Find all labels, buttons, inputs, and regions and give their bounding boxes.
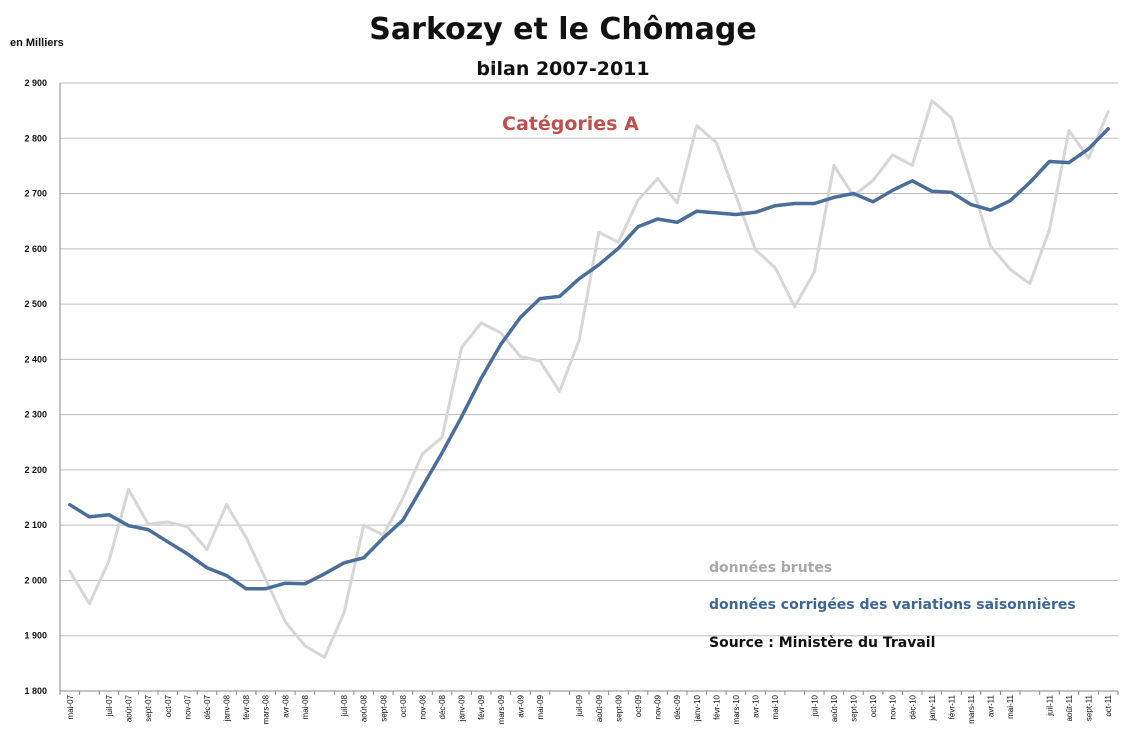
- x-tick-label: août-08: [360, 694, 369, 722]
- x-tick-label: août-10: [830, 694, 839, 722]
- x-tick-label: mars-09: [497, 694, 506, 724]
- x-tick-label: mars-08: [262, 694, 271, 724]
- y-tick-label: 2 700: [24, 189, 47, 199]
- x-tick-label: août-11: [1065, 694, 1074, 721]
- x-tick-label: mai-09: [536, 694, 545, 719]
- x-tick-label: déc-08: [438, 694, 447, 719]
- y-tick-label: 2 200: [24, 465, 47, 475]
- x-tick-label: août-07: [125, 694, 134, 722]
- x-tick-label: août-09: [595, 694, 604, 722]
- y-tick-label: 2 500: [24, 299, 47, 309]
- x-tick-label: nov-10: [889, 694, 898, 719]
- y-tick-label: 2 100: [24, 520, 47, 530]
- x-tick-label: juil-11: [1045, 694, 1054, 716]
- x-tick-label: mai-07: [66, 694, 75, 719]
- chart-title: Sarkozy et le Chômage: [369, 12, 757, 47]
- series-line-adjusted: [68, 127, 1110, 591]
- x-tick-label: sept-08: [379, 694, 388, 721]
- legend-raw-data: données brutes: [709, 560, 833, 576]
- x-tick-label: juil-10: [810, 694, 819, 717]
- x-tick-label: janv-09: [458, 694, 467, 722]
- x-tick-label: déc-09: [673, 694, 682, 719]
- x-tick-label: déc-07: [203, 694, 212, 719]
- x-tick-label: févr-11: [947, 694, 956, 719]
- y-tick-label: 1 800: [24, 686, 47, 696]
- x-tick-label: avr-08: [281, 694, 290, 717]
- x-tick-label: avr-09: [516, 694, 525, 717]
- x-tick-label: juil-09: [575, 694, 584, 717]
- x-tick-label: nov-08: [418, 694, 427, 719]
- y-axis-ticks: 1 800 1 900 2 000 2 100 2 200 2 300 2 400 2 500…: [24, 78, 47, 696]
- x-tick-label: déc-10: [908, 694, 917, 719]
- source-note: Source : Ministère du Travail: [709, 635, 936, 651]
- x-tick-label: mai-10: [771, 694, 780, 719]
- x-tick-label: mai-08: [301, 694, 310, 719]
- x-tick-label: oct-11: [1104, 694, 1113, 716]
- series-line-raw: [68, 99, 1110, 659]
- x-tick-label: févr-09: [477, 694, 486, 719]
- y-tick-label: 2 800: [24, 133, 47, 143]
- x-tick-label: avr-11: [987, 694, 996, 717]
- x-tick-label: févr-10: [712, 694, 721, 719]
- x-tick-label: janv-08: [223, 694, 232, 722]
- x-tick-label: juil-08: [340, 694, 349, 717]
- x-tick-label: mars-10: [732, 694, 741, 724]
- x-tick-label: avr-10: [752, 694, 761, 717]
- legend-adjusted-data: données corrigées des variations saisonn…: [709, 597, 1076, 613]
- y-tick-label: 2 300: [24, 410, 47, 420]
- y-tick-label: 1 900: [24, 631, 47, 641]
- y-tick-label: 2 900: [24, 78, 47, 88]
- x-tick-label: janv-10: [693, 694, 702, 722]
- x-tick-label: oct-07: [164, 694, 173, 717]
- series-layer: [68, 99, 1110, 659]
- y-tick-label: 2 400: [24, 354, 47, 364]
- x-tick-label: janv-11: [928, 694, 937, 721]
- x-tick-label: sept-09: [614, 694, 623, 721]
- x-tick-label: sept-10: [850, 694, 859, 721]
- x-tick-label: juil-07: [105, 694, 114, 717]
- x-tick-label: sept-11: [1085, 694, 1094, 721]
- x-axis: mai-07 juil-07 août-07 sept-07 oct-07 nov-07 d…: [59, 83, 1119, 724]
- y-tick-label: 2 000: [24, 575, 47, 585]
- x-tick-label: oct-09: [634, 694, 643, 717]
- x-tick-label: oct-08: [399, 694, 408, 717]
- x-tick-label: nov-07: [183, 694, 192, 719]
- x-tick-label: oct-10: [869, 694, 878, 717]
- x-tick-label: févr-08: [242, 694, 251, 719]
- x-tick-label: mai-11: [1006, 694, 1015, 718]
- category-label: Catégories A: [502, 113, 639, 135]
- chart-subtitle: bilan 2007-2011: [476, 58, 650, 80]
- y-tick-label: 2 600: [24, 244, 47, 254]
- x-tick-label: nov-09: [654, 694, 663, 719]
- x-tick-label: mars-11: [967, 694, 976, 723]
- y-axis-unit-label: en Milliers: [10, 37, 64, 49]
- x-tick-label: sept-07: [144, 694, 153, 721]
